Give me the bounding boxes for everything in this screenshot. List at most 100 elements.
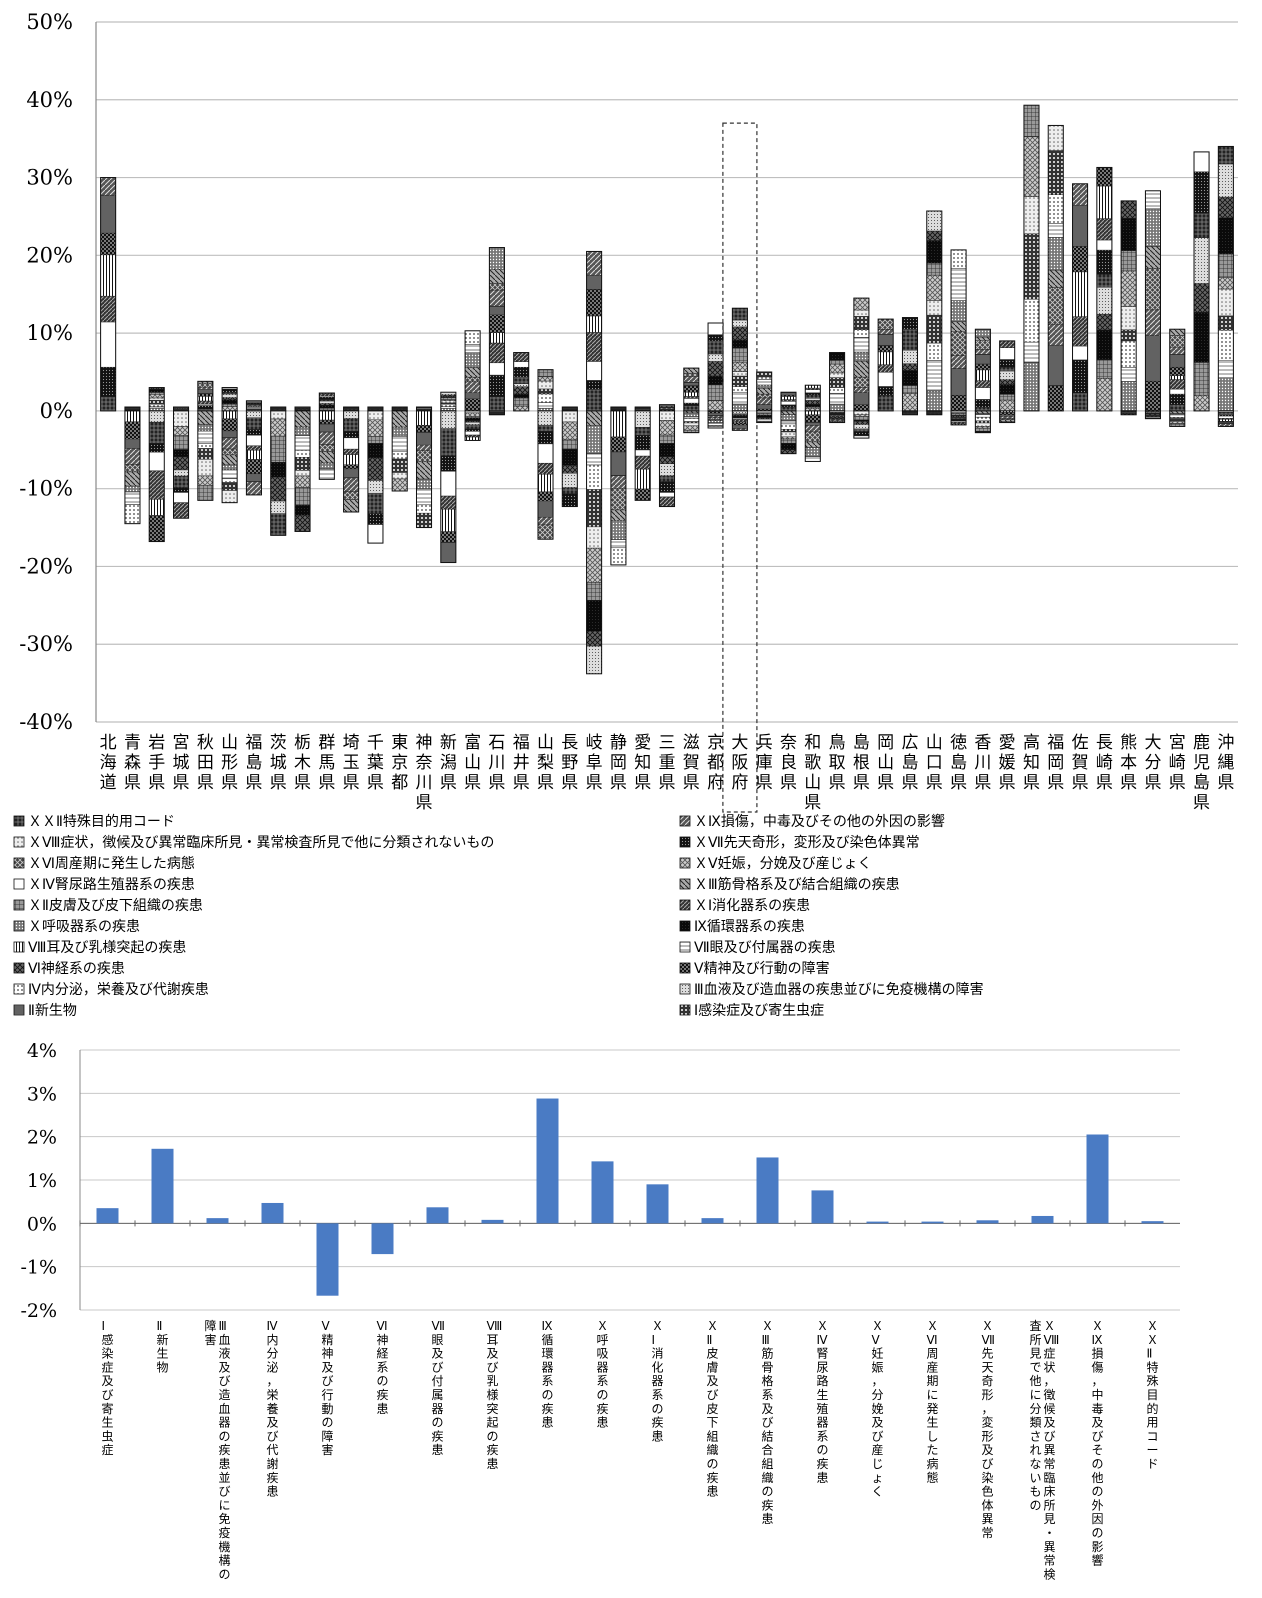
bar-stack <box>124 406 141 525</box>
bar-segment <box>683 422 700 427</box>
bar-stack <box>999 340 1016 424</box>
bar-segment <box>489 362 505 376</box>
bar-stack <box>100 177 117 412</box>
category-label: Ｘ Ⅸ 損傷，中毒及びその他の外因の影響 <box>1092 1319 1104 1568</box>
legend-label: ＸⅡ皮膚及び皮下組織の疾患 <box>28 898 203 914</box>
bar-segment <box>853 431 870 437</box>
bar-segment <box>537 410 554 426</box>
category-label: 兵庫県 <box>756 733 773 793</box>
bar-segment <box>902 369 918 386</box>
bar-segment <box>950 331 967 356</box>
bar-segment <box>975 354 991 365</box>
bar-segment <box>829 372 845 378</box>
bar-segment <box>1218 421 1234 425</box>
bar-outline <box>1193 151 1210 412</box>
bar-segment <box>1120 306 1137 331</box>
bar-segment <box>586 332 602 362</box>
bar-segment <box>1120 340 1137 368</box>
bar-segment <box>1047 287 1064 325</box>
legend-item: ＸⅨ損傷，中毒及びその他の外因の影響 <box>679 813 945 830</box>
bar-segment <box>319 400 335 404</box>
legend-item: Ⅶ眼及び付属器の疾患 <box>679 940 836 956</box>
bar-segment <box>586 251 602 276</box>
bar-segment <box>416 424 432 433</box>
bar-segment <box>853 316 870 330</box>
bar-segment <box>343 491 359 500</box>
bar-segment <box>440 455 457 472</box>
bar-segment <box>294 475 311 488</box>
y-tick-label: 3% <box>27 1083 57 1105</box>
bar-segment <box>148 515 165 542</box>
bar-segment <box>586 631 602 647</box>
bar-segment <box>853 392 870 405</box>
bar-segment <box>610 520 627 540</box>
bar-segment <box>1047 194 1064 224</box>
bar-segment <box>853 351 870 362</box>
bar-outline <box>440 410 457 564</box>
legend-swatch <box>679 878 691 890</box>
bar-segment <box>197 400 214 405</box>
bar-segment <box>489 283 505 291</box>
bar-segment <box>197 393 214 397</box>
y-tick-label: 4% <box>27 1040 57 1062</box>
bar-segment <box>586 425 602 454</box>
bar-segment <box>319 431 335 445</box>
bar-segment <box>756 371 772 378</box>
category-label: 岡山県 <box>877 733 894 793</box>
bar-segment <box>780 449 797 454</box>
bar-segment <box>173 435 189 450</box>
legend-item: Ⅰ感染症及び寄生虫症 <box>679 1002 824 1019</box>
bar <box>481 1219 504 1224</box>
bar-segment <box>124 421 141 440</box>
bar-segment <box>464 352 481 368</box>
bar-segment <box>1218 360 1234 379</box>
bar-stack <box>780 391 797 455</box>
bar-segment <box>586 315 602 333</box>
bar-segment <box>999 384 1015 395</box>
bar-segment <box>246 449 262 460</box>
bar-segment <box>173 410 189 427</box>
category-label: Ｘ Ⅷ 症状，徴候及び異常臨床所見・異常検査所見で他に分類されないもの <box>1030 1319 1060 1581</box>
bar-stack <box>245 400 262 496</box>
bar-segment <box>707 413 724 417</box>
bar-stack <box>561 406 578 508</box>
bar-segment <box>829 392 845 405</box>
bar-segment <box>294 435 311 451</box>
bar-segment <box>634 427 651 436</box>
bar-segment <box>586 361 602 381</box>
bar-segment <box>537 473 554 493</box>
bar-segment <box>805 425 821 433</box>
bar-segment <box>221 469 238 480</box>
bar-segment <box>440 397 457 400</box>
bar-segment <box>805 404 821 408</box>
bar-segment <box>659 496 675 507</box>
bar-segment <box>1218 288 1234 317</box>
bar-segment <box>683 385 700 393</box>
category-label: Ⅰ 感染症及び寄生虫症 <box>102 1319 114 1457</box>
bar-segment <box>805 410 821 416</box>
category-label: 高知県 <box>1023 733 1040 793</box>
bar-segment <box>319 393 335 397</box>
bar-segment <box>367 443 384 459</box>
bar-segment <box>197 424 214 432</box>
category-label: 奈良県 <box>780 733 797 793</box>
bar-segment <box>999 419 1015 422</box>
bar-segment <box>1145 309 1161 336</box>
bar-segment <box>950 368 967 396</box>
bar-segment <box>246 445 262 451</box>
bar-stack <box>1096 166 1113 412</box>
bar-segment <box>440 531 457 543</box>
bar-segment <box>805 447 821 457</box>
bar-segment <box>440 403 457 407</box>
legend-item: ＸⅢ筋骨格系及び結合組織の疾患 <box>679 876 900 893</box>
bar-segment <box>197 389 214 394</box>
bar-segment <box>950 321 967 333</box>
bar-segment <box>877 371 894 387</box>
bar-segment <box>975 363 991 371</box>
bar-stack <box>440 391 457 564</box>
bar-segment <box>877 333 894 346</box>
bar-segment <box>416 512 432 528</box>
y-tick-label: 0% <box>27 1213 57 1235</box>
bar-segment <box>1169 379 1186 390</box>
bar-segment <box>853 424 870 430</box>
